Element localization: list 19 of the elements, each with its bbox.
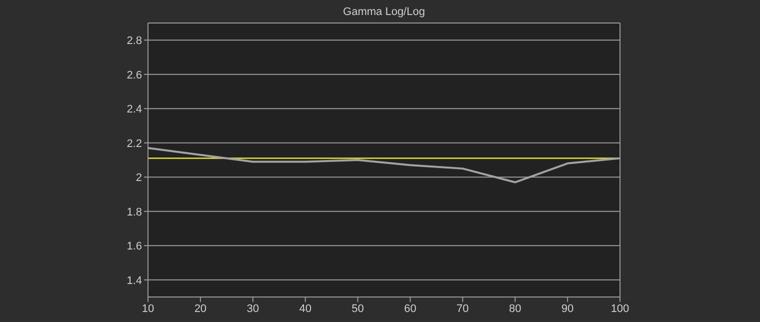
y-tick-label: 2.6 [126, 69, 142, 82]
y-tick-label: 2.2 [126, 138, 142, 150]
x-tick-label: 100 [610, 302, 630, 315]
y-tick-label: 2 [136, 172, 142, 184]
chart-title: Gamma Log/Log [342, 6, 426, 18]
y-tick-label: 2.8 [126, 35, 142, 48]
x-tick-label: 30 [246, 302, 260, 315]
x-tick-label: 10 [142, 302, 154, 315]
x-tick-label: 90 [561, 302, 574, 315]
x-tick-label: 20 [194, 302, 207, 315]
y-tick-label: 2.4 [126, 104, 142, 116]
x-tick-label: 60 [404, 302, 416, 315]
y-tick-label: 1.8 [126, 206, 142, 218]
x-tick-label: 50 [352, 302, 364, 315]
y-tick-label: 1.6 [126, 240, 142, 253]
x-tick-label: 70 [456, 302, 469, 315]
y-tick-label: 1.4 [126, 274, 142, 287]
x-tick-label: 80 [508, 302, 522, 315]
x-tick-label: 40 [299, 302, 312, 315]
